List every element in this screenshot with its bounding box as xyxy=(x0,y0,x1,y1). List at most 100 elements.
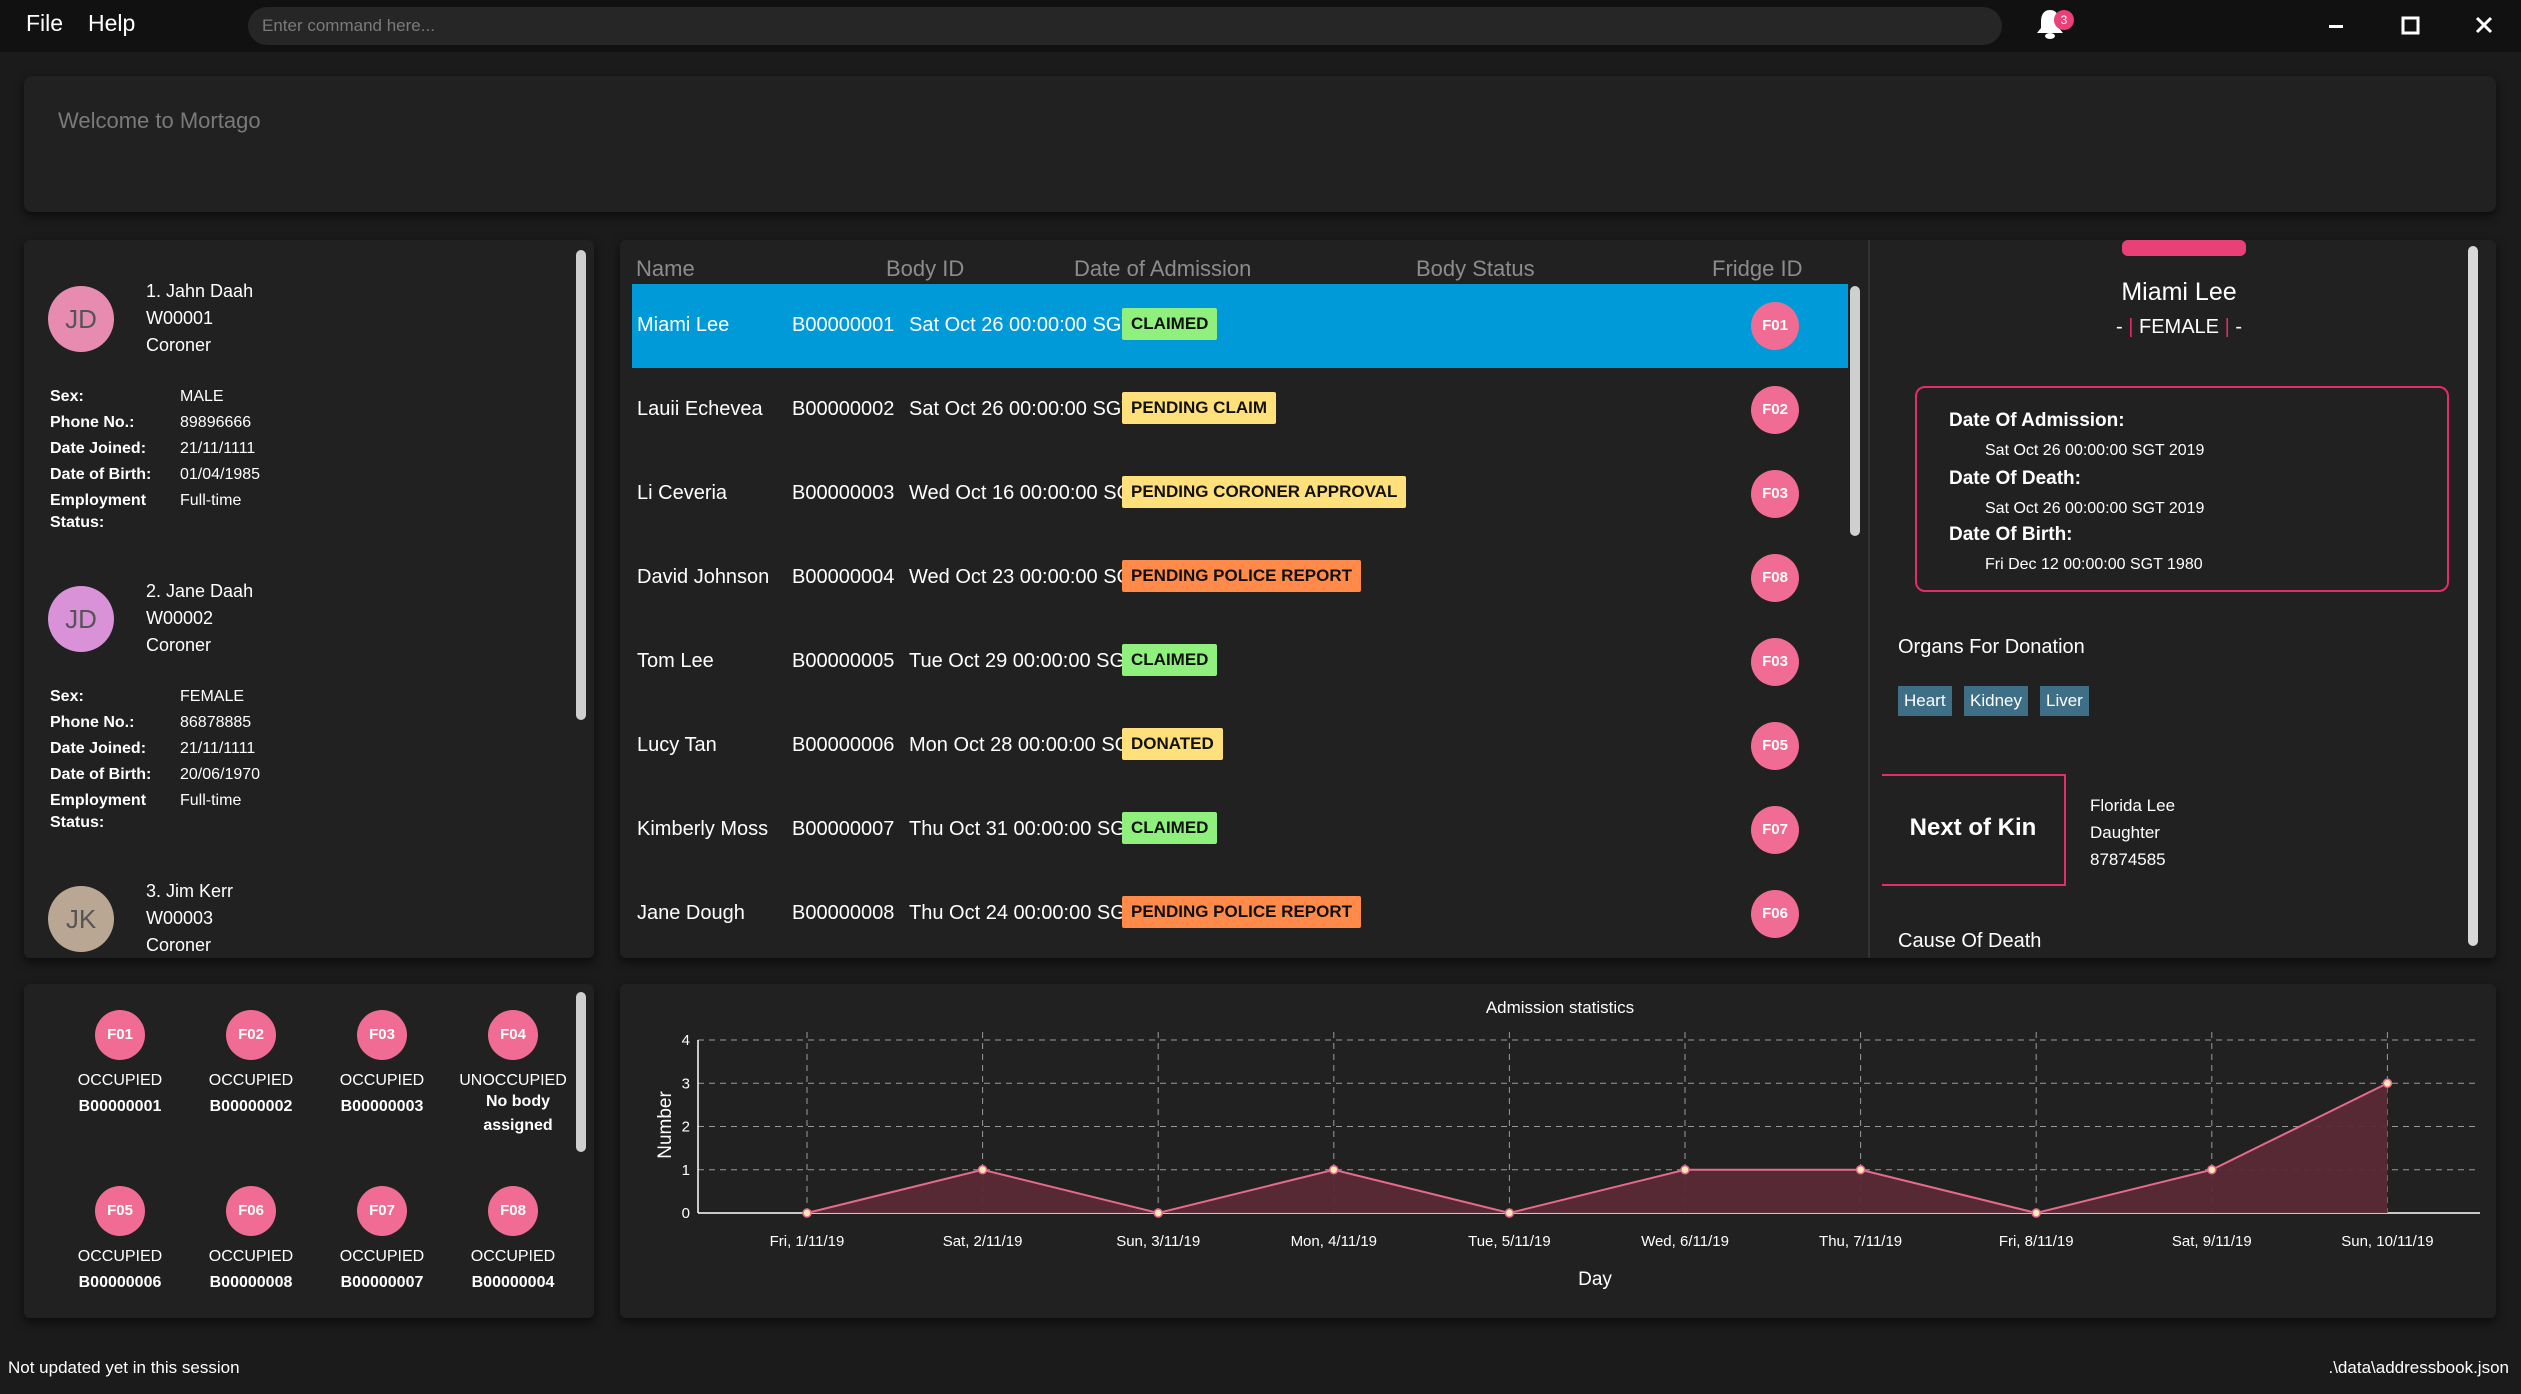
minimize-icon[interactable] xyxy=(2316,8,2356,44)
admission-value: Sat Oct 26 00:00:00 SGT 2019 xyxy=(1985,442,2205,459)
birth-value: Fri Dec 12 00:00:00 SGT 1980 xyxy=(1985,556,2203,573)
cause-of-death-label: Cause Of Death xyxy=(1898,930,2042,952)
cell-body-id: B00000001 xyxy=(792,314,895,336)
table-row[interactable]: Lucy Tan B00000006 Mon Oct 28 00:00:00 SGT… xyxy=(632,704,1848,788)
menu-file[interactable]: File xyxy=(26,10,64,36)
fridge-id: F01 xyxy=(95,1010,145,1060)
series-area xyxy=(807,1083,2388,1213)
fridge-scrollbar[interactable] xyxy=(576,992,586,1152)
table-row[interactable]: Miami Lee B00000001 Sat Oct 26 00:00:00 SG… xyxy=(632,284,1848,368)
cell-admission: Sat Oct 26 00:00:00 SGT 2019 xyxy=(909,314,1184,336)
fridge-badge: F06 xyxy=(1751,890,1799,938)
details-scrollbar[interactable] xyxy=(2468,246,2478,946)
data-point xyxy=(2031,1208,2041,1218)
maximize-icon[interactable] xyxy=(2390,8,2430,44)
fridge-item[interactable]: F07 OCCUPIED B00000007 xyxy=(317,1186,447,1318)
data-point xyxy=(1855,1165,1866,1175)
fridge-item[interactable]: F02 OCCUPIED B00000002 xyxy=(186,1010,316,1180)
cell-admission: Sat Oct 26 00:00:00 SGT 2019 xyxy=(909,398,1184,420)
x-tick-label: Sun, 3/11/19 xyxy=(1116,1233,1200,1250)
worker-role: Coroner xyxy=(146,935,212,955)
cell-body-id: B00000008 xyxy=(792,902,895,924)
table-row[interactable]: Tom Lee B00000005 Tue Oct 29 00:00:00 SGT … xyxy=(632,620,1848,704)
table-row[interactable]: Jane Dough B00000008 Thu Oct 24 00:00:00 S… xyxy=(632,872,1848,956)
list-item[interactable]: JD 2. Jane Daah W00002 Coroner Sex: FEMA… xyxy=(24,540,574,840)
header-admission: Date of Admission xyxy=(1074,256,1252,281)
organ-tag: Heart xyxy=(1898,686,1952,716)
label-dob: Date of Birth: xyxy=(50,766,152,783)
label-phone: Phone No.: xyxy=(50,714,135,731)
fridge-badge: F08 xyxy=(1751,554,1799,602)
status-badge: CLAIMED xyxy=(1122,644,1218,676)
death-value: Sat Oct 26 00:00:00 SGT 2019 xyxy=(1985,500,2205,517)
x-tick-label: Thu, 7/11/19 xyxy=(1819,1233,1902,1250)
fridge-item[interactable]: F04 UNOCCUPIED No body assigned xyxy=(448,1010,578,1180)
status-badge: CLAIMED xyxy=(1122,812,1218,844)
data-point xyxy=(2382,1078,2393,1088)
data-point xyxy=(1153,1208,1163,1218)
menu-help[interactable]: Help xyxy=(88,10,136,36)
series-line xyxy=(806,1082,2388,1215)
label-joined: Date Joined: xyxy=(50,440,147,457)
data-point xyxy=(1680,1165,1690,1175)
fridge-badge: F03 xyxy=(1751,638,1799,686)
close-icon[interactable] xyxy=(2464,8,2504,44)
fridge-item[interactable]: F01 OCCUPIED B00000001 xyxy=(55,1010,185,1180)
worker-phone: 86878885 xyxy=(180,714,252,731)
fridge-id: F05 xyxy=(95,1186,145,1236)
status-badge: CLAIMED xyxy=(1122,308,1218,340)
chart-title: Admission statistics xyxy=(1486,998,1634,1017)
data-point xyxy=(2207,1165,2217,1175)
fridge-badge: F02 xyxy=(1751,386,1799,434)
death-label: Date Of Death: xyxy=(1949,468,2081,489)
detail-name: Miami Lee xyxy=(2121,278,2237,306)
worker-sex: MALE xyxy=(180,388,224,405)
next-of-kin-box: Next of Kin xyxy=(1882,774,2066,886)
fridge-item[interactable]: F08 OCCUPIED B00000004 xyxy=(448,1186,578,1318)
cell-admission: Thu Oct 31 00:00:00 SGT 2019 xyxy=(909,818,1188,840)
label-dob: Date of Birth: xyxy=(50,466,152,483)
nok-relation: Daughter xyxy=(2090,823,2160,842)
data-point xyxy=(977,1165,988,1175)
cell-body-id: B00000007 xyxy=(792,818,895,840)
table-row[interactable]: Kimberly Moss B00000007 Thu Oct 31 00:00:0… xyxy=(632,788,1848,872)
status-file-path: .\data\addressbook.json xyxy=(2328,1358,2509,1377)
header-name: Name xyxy=(636,256,695,281)
organ-tag: Kidney xyxy=(1964,686,2028,716)
avatar: JD xyxy=(48,286,114,352)
table-row[interactable]: David Johnson B00000004 Wed Oct 23 00:00:0… xyxy=(632,536,1848,620)
cell-body-id: B00000004 xyxy=(792,566,895,588)
command-input[interactable]: Enter command here... xyxy=(248,7,2002,45)
fridge-status: UNOCCUPIED xyxy=(459,1072,567,1089)
table-row[interactable]: Lauii Echevea B00000002 Sat Oct 26 00:00:0… xyxy=(632,368,1848,452)
label-sex: Sex: xyxy=(50,688,84,705)
avatar: JD xyxy=(48,586,114,652)
organs-label: Organs For Donation xyxy=(1898,636,2085,658)
fridge-item[interactable]: F03 OCCUPIED B00000003 xyxy=(317,1010,447,1180)
status-badge: PENDING CLAIM xyxy=(1122,392,1276,424)
worker-list-scrollbar[interactable] xyxy=(576,250,586,720)
menu-bar: File Help Enter command here... 3 xyxy=(0,0,2521,52)
cell-name: David Johnson xyxy=(637,566,770,588)
worker-list[interactable]: JD 1. Jahn Daah W00001 Coroner Sex: MALE… xyxy=(24,240,594,958)
fridge-item[interactable]: F05 OCCUPIED B00000006 xyxy=(55,1186,185,1318)
chart-canvas: Admission statistics Day Number 0 1 2 3 4 Fri… xyxy=(655,998,2480,1290)
list-item[interactable]: JD 1. Jahn Daah W00001 Coroner Sex: MALE… xyxy=(24,240,574,540)
header-body-id: Body ID xyxy=(886,256,965,281)
next-of-kin-label: Next of Kin xyxy=(1909,814,2037,841)
status-badge: PENDING CORONER APPROVAL xyxy=(1122,476,1407,508)
fridge-badge: F03 xyxy=(1751,470,1799,518)
worker-sex: FEMALE xyxy=(180,688,245,705)
label-employment: Employment xyxy=(50,492,147,509)
fridge-id: F07 xyxy=(357,1186,407,1236)
fridge-item[interactable]: F06 OCCUPIED B00000008 xyxy=(186,1186,316,1318)
table-row[interactable]: Li Ceveria B00000003 Wed Oct 16 00:00:00 S… xyxy=(632,452,1848,536)
label-phone: Phone No.: xyxy=(50,414,135,431)
body-table-scrollbar[interactable] xyxy=(1850,286,1860,536)
list-item[interactable]: JK 3. Jim Kerr W00003 Coroner xyxy=(24,840,574,958)
fridge-body-id: B00000002 xyxy=(209,1098,293,1115)
cell-name: Lucy Tan xyxy=(637,734,717,756)
separator: | xyxy=(2128,316,2134,338)
avatar: JK xyxy=(48,886,114,952)
worker-id: W00003 xyxy=(146,908,214,928)
